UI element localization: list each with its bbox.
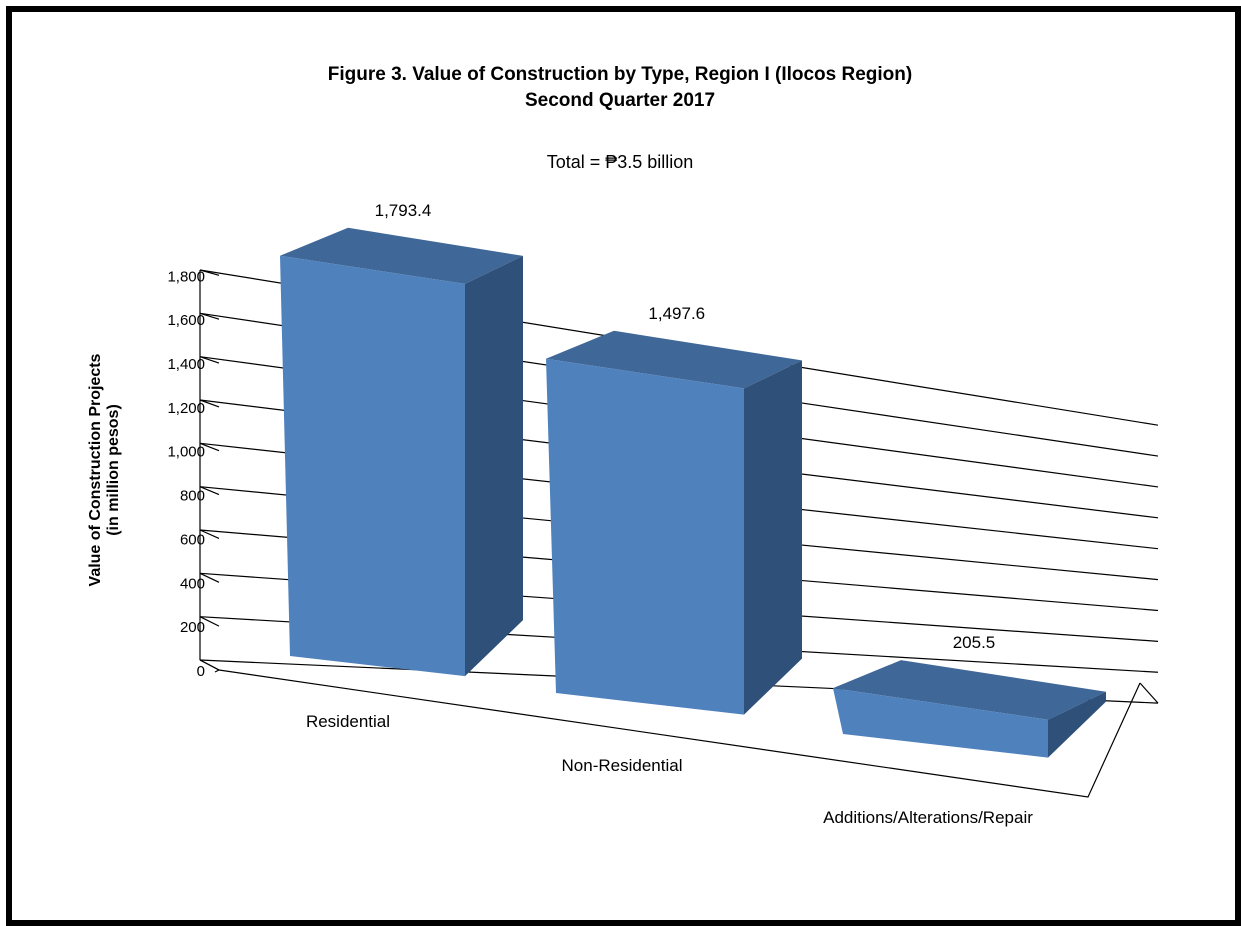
bar-front — [833, 688, 1048, 758]
bar-top — [546, 330, 802, 389]
chart-title: Figure 3. Value of Construction by Type,… — [328, 64, 912, 85]
y-tick-label: 600 — [180, 531, 205, 548]
y-tick-label: 0 — [197, 663, 205, 680]
bar-top — [833, 660, 1106, 720]
data-label: 205.5 — [953, 633, 996, 652]
gridline-left-5 — [199, 442, 220, 452]
gridline-left-1 — [199, 616, 220, 627]
data-label: 1,497.6 — [648, 304, 705, 323]
y-tick-label: 400 — [180, 575, 205, 592]
y-tick-label: 800 — [180, 488, 205, 505]
gridline-left-2 — [199, 572, 220, 583]
y-tick-label: 1,000 — [167, 444, 205, 461]
bar-2 — [833, 660, 1106, 758]
category-label: Residential — [306, 712, 390, 731]
bar-front — [280, 255, 465, 677]
category-label: Non-Residential — [562, 756, 683, 775]
bar-side — [1048, 691, 1106, 758]
data-label: 1,793.4 — [375, 201, 432, 220]
bar-1 — [546, 330, 802, 715]
y-axis-label-line1: Value of Construction Projects — [87, 353, 104, 586]
data-labels: 1,793.4 1,497.6 205.5 — [375, 201, 996, 652]
bar-front — [546, 358, 744, 715]
gridline-left-6 — [199, 399, 220, 408]
y-tick-label: 1,400 — [167, 356, 205, 373]
gridline-left-7 — [199, 356, 220, 364]
gridline-left-0 — [199, 659, 220, 671]
gridline-left-3 — [199, 529, 220, 539]
y-axis-label-line2: (in million pesos) — [105, 404, 122, 536]
axis-corner — [214, 669, 220, 673]
category-label: Additions/Alterations/Repair — [823, 808, 1033, 827]
total-annotation: Total = ₱3.5 billion — [547, 152, 694, 172]
y-tick-label: 1,800 — [167, 268, 205, 285]
bar-top — [280, 227, 523, 284]
y-tick-label: 200 — [180, 619, 205, 636]
bar-0 — [280, 227, 523, 677]
bar-side — [744, 360, 802, 715]
bars — [280, 227, 1106, 758]
y-tick-labels: 0 200 400 600 800 1,000 1,200 1,400 1,600 1,800 — [167, 268, 205, 680]
floor-edge — [218, 669, 1141, 798]
floor-right-edge — [1139, 682, 1159, 704]
y-tick-label: 1,600 — [167, 312, 205, 329]
gridline-left-4 — [199, 486, 220, 496]
y-tick-label: 1,200 — [167, 400, 205, 417]
category-labels: Residential Non-Residential Additions/Alte… — [306, 712, 1033, 827]
chart-subtitle: Second Quarter 2017 — [525, 90, 715, 111]
bar-side — [465, 255, 523, 677]
y-axis-label: Value of Construction Projects (in milli… — [87, 353, 122, 586]
